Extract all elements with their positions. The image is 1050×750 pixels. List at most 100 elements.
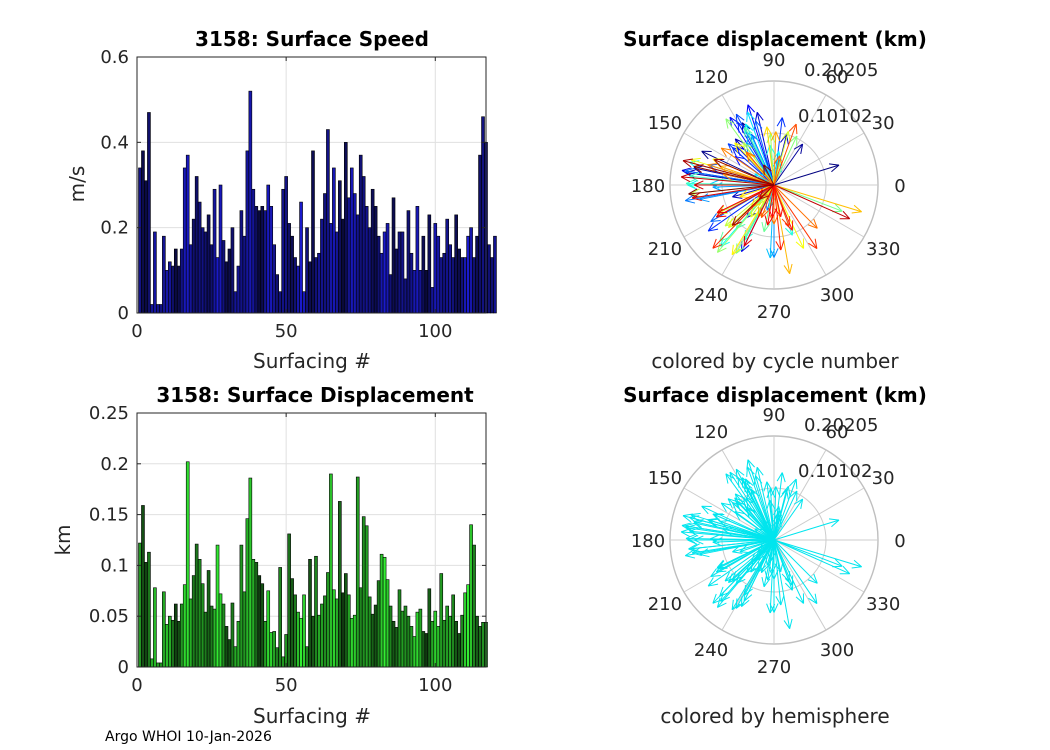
displacement-bar xyxy=(197,559,202,668)
speed-bar xyxy=(412,270,417,314)
displacement-bar xyxy=(150,658,154,668)
displacement-bar xyxy=(230,602,235,668)
speed-bar xyxy=(338,180,342,314)
speed-bar xyxy=(272,244,277,314)
polar-hemisphere-ring-label: 0.20205 xyxy=(804,415,878,436)
displacement-bar xyxy=(320,603,324,668)
polar-cycle-vector-arrow xyxy=(773,184,862,214)
displacement-bar xyxy=(385,579,390,668)
speed-bar xyxy=(191,218,196,314)
speed-chart: 3158: Surface Speed Surfacing # m/s 0 50 1… xyxy=(65,27,497,373)
speed-bar xyxy=(269,206,274,314)
displacement-bar xyxy=(147,551,151,668)
displacement-y-tick-label: 0.1 xyxy=(100,555,129,576)
speed-bar xyxy=(472,257,476,314)
displacement-bar xyxy=(418,608,423,668)
speed-x-tick-label: 50 xyxy=(275,321,298,342)
polar-cycle-vector-arrow xyxy=(773,123,798,186)
speed-bar xyxy=(203,231,208,314)
polar-cycle-vector-arrow xyxy=(713,158,775,186)
speed-bar xyxy=(236,265,241,314)
speed-bar xyxy=(284,176,288,314)
polar-cycle-vector-arrow xyxy=(763,164,775,186)
polar-cycle-angle-label: 330 xyxy=(866,239,900,260)
displacement-bar xyxy=(173,603,178,668)
displacement-bar xyxy=(242,591,247,668)
displacement-bar xyxy=(144,562,148,668)
speed-bar xyxy=(308,261,312,314)
polar-hemisphere-ring-label: 0.10102 xyxy=(798,461,872,482)
polar-hemisphere-spoke xyxy=(773,487,865,541)
speed-bar xyxy=(361,176,366,314)
speed-bar xyxy=(466,235,470,314)
displacement-bar xyxy=(156,662,160,668)
polar-hemisphere-angle-label: 30 xyxy=(872,468,895,489)
displacement-bar xyxy=(466,584,470,668)
speed-bar xyxy=(493,235,497,314)
displacement-bar xyxy=(245,518,250,668)
polar-cycle-chart: Surface displacement (km) colored by cyc… xyxy=(623,27,927,373)
polar-hemisphere-vector-arrow xyxy=(760,539,775,574)
displacement-y-tick-label: 0.2 xyxy=(100,454,129,475)
speed-bar xyxy=(147,112,151,314)
displacement-bar xyxy=(442,619,447,668)
speed-bar xyxy=(248,90,253,314)
displacement-bar xyxy=(182,584,187,668)
displacement-bar xyxy=(338,501,342,668)
displacement-bar xyxy=(433,610,438,668)
polar-cycle-vector-arrow xyxy=(773,130,791,186)
speed-bar xyxy=(430,287,435,314)
displacement-bar xyxy=(248,477,253,668)
displacement-bar xyxy=(326,572,330,668)
displacement-bar xyxy=(472,544,476,668)
speed-bar xyxy=(376,235,381,314)
polar-hemisphere-vector-arrow xyxy=(773,539,818,584)
polar-cycle-vector-arrow xyxy=(760,184,775,219)
displacement-bar xyxy=(254,562,259,668)
polar-cycle-vector-arrow xyxy=(753,120,775,186)
speed-bar xyxy=(490,257,494,314)
speed-bar xyxy=(305,227,309,314)
speed-bar xyxy=(469,227,473,314)
speed-bar xyxy=(364,206,369,314)
speed-bar xyxy=(415,206,420,314)
displacement-bar xyxy=(165,624,169,668)
polar-cycle-angle-label: 270 xyxy=(757,302,791,323)
displacement-bar xyxy=(209,605,214,668)
displacement-bar xyxy=(227,639,232,668)
polar-hemisphere-angle-label: 120 xyxy=(694,422,728,443)
displacement-bar xyxy=(367,596,372,668)
speed-bar xyxy=(463,257,467,314)
displacement-bar xyxy=(445,605,450,668)
speed-y-tick-label: 0.6 xyxy=(100,47,129,68)
displacement-bar xyxy=(364,525,369,668)
polar-hemisphere-vector-arrow xyxy=(745,506,775,541)
speed-bar xyxy=(478,154,482,314)
displacement-bar xyxy=(344,573,348,668)
displacement-bar xyxy=(194,543,199,668)
polar-cycle-vector-arrow xyxy=(773,184,818,229)
displacement-bar xyxy=(141,505,145,668)
polar-cycle-vector-arrow xyxy=(731,184,775,226)
displacement-bar xyxy=(266,590,271,668)
speed-bar xyxy=(460,257,464,314)
speed-bar xyxy=(218,184,223,314)
speed-bar xyxy=(373,206,378,314)
polar-hemisphere-vector-arrow xyxy=(773,539,785,606)
displacement-bar xyxy=(332,589,336,668)
speed-bar xyxy=(355,214,360,314)
speed-bar xyxy=(475,235,479,314)
speed-bar xyxy=(448,244,452,314)
speed-bar xyxy=(317,252,321,314)
displacement-bar xyxy=(370,613,375,668)
polar-cycle-vector-arrow xyxy=(771,131,781,186)
speed-bar xyxy=(254,206,259,314)
displacement-bar xyxy=(403,605,408,668)
polar-cycle-vector-arrow xyxy=(694,180,774,190)
polar-hemisphere-vector-arrow xyxy=(716,539,775,608)
polar-cycle-vector-arrow xyxy=(773,184,805,249)
speed-bar xyxy=(418,270,423,314)
polar-cycle-vector-arrow xyxy=(768,184,778,218)
polar-cycle-subtitle: colored by cycle number xyxy=(651,349,899,373)
